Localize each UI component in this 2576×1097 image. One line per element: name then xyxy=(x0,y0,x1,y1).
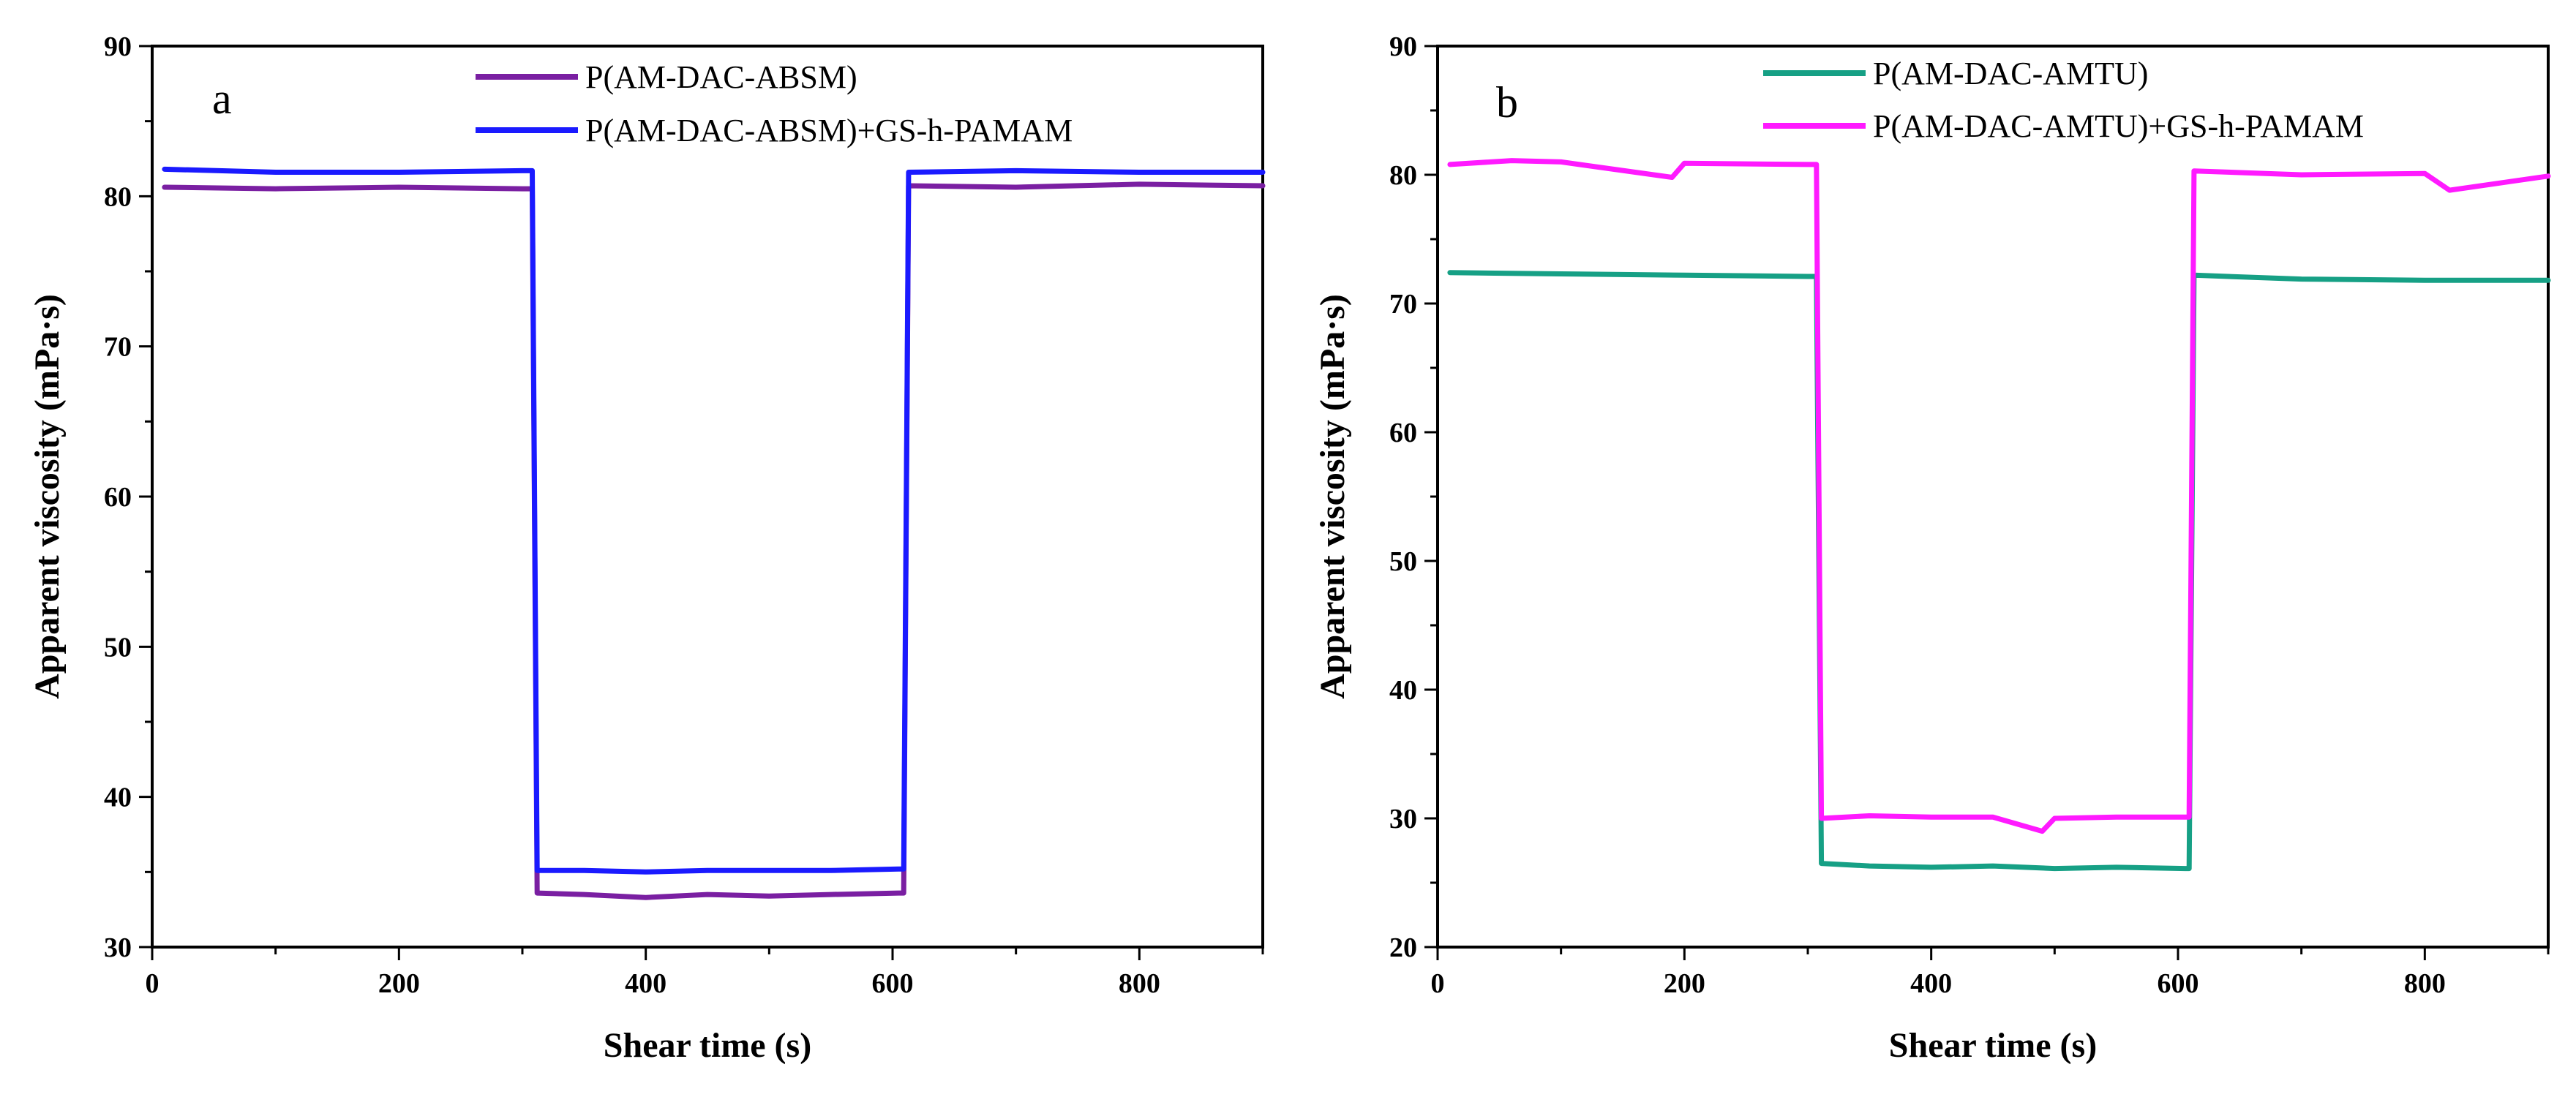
series-line-a-0 xyxy=(162,181,1266,900)
x-tick-label-a: 800 xyxy=(1119,968,1160,999)
plot-frame-b xyxy=(1436,45,2550,949)
y-tick-label-b: 40 xyxy=(1389,675,1417,706)
legend-label-b-0: P(AM-DAC-AMTU) xyxy=(1873,56,2148,91)
panel-label-a: a xyxy=(212,75,232,123)
x-tick-label-a: 600 xyxy=(872,968,914,999)
series-line-b-1 xyxy=(1447,158,2551,834)
y-tick-label-b: 30 xyxy=(1389,804,1417,834)
series-a xyxy=(162,166,1266,900)
y-tick-label-a: 90 xyxy=(104,31,132,62)
ticks-a: 0 200 400 600 800 30 40 50 60 70 80 90 xyxy=(104,31,1264,999)
x-tick-label-a: 0 xyxy=(146,968,159,999)
x-tick-label-b: 800 xyxy=(2404,968,2446,999)
y-tick-label-b: 50 xyxy=(1389,546,1417,577)
x-tick-label-b: 400 xyxy=(1910,968,1952,999)
y-axis-title-b: Apparent viscosity (mPa·s) xyxy=(1313,294,1352,699)
series-line-b-0 xyxy=(1447,270,2551,872)
x-tick-label-a: 400 xyxy=(625,968,666,999)
x-tick-label-b: 600 xyxy=(2158,968,2199,999)
y-tick-label-b: 20 xyxy=(1389,932,1417,963)
y-tick-label-a: 40 xyxy=(104,783,132,813)
legend-b: P(AM-DAC-AMTU) P(AM-DAC-AMTU)+GS-h-PAMAM xyxy=(1763,56,2364,144)
x-tick-label-b: 0 xyxy=(1431,968,1445,999)
legend-label-a-0: P(AM-DAC-ABSM) xyxy=(585,59,857,95)
legend-label-b-1: P(AM-DAC-AMTU)+GS-h-PAMAM xyxy=(1873,108,2364,144)
series-b xyxy=(1447,158,2551,872)
x-axis-title-a: Shear time (s) xyxy=(604,1026,811,1065)
y-tick-label-a: 80 xyxy=(104,181,132,212)
x-tick-label-a: 200 xyxy=(378,968,420,999)
y-tick-label-b: 60 xyxy=(1389,418,1417,448)
y-tick-label-a: 60 xyxy=(104,482,132,513)
panel-b: 0 200 400 600 800 20 30 40 50 60 70 80 90 b P(AM-DAC… xyxy=(1313,31,2551,1065)
series-line-a-1 xyxy=(162,166,1266,875)
legend-a: P(AM-DAC-ABSM) P(AM-DAC-ABSM)+GS-h-PAMAM xyxy=(476,59,1073,148)
y-tick-label-b: 90 xyxy=(1389,31,1417,62)
y-tick-label-b: 70 xyxy=(1389,289,1417,320)
plot-frame-a xyxy=(151,45,1264,949)
y-tick-label-a: 50 xyxy=(104,632,132,663)
y-tick-label-a: 70 xyxy=(104,332,132,363)
legend-label-a-1: P(AM-DAC-ABSM)+GS-h-PAMAM xyxy=(585,113,1073,148)
ticks-b: 0 200 400 600 800 20 30 40 50 60 70 80 90 xyxy=(1389,31,2550,999)
panel-label-b: b xyxy=(1496,78,1518,127)
y-tick-label-a: 30 xyxy=(104,932,132,963)
y-axis-title-a: Apparent viscosity (mPa·s) xyxy=(28,294,67,699)
x-tick-label-b: 200 xyxy=(1664,968,1705,999)
panel-a: 0 200 400 600 800 30 40 50 60 70 80 90 a P(AM-DAC-A… xyxy=(28,31,1266,1065)
y-tick-label-b: 80 xyxy=(1389,160,1417,191)
x-axis-title-b: Shear time (s) xyxy=(1889,1026,2097,1065)
